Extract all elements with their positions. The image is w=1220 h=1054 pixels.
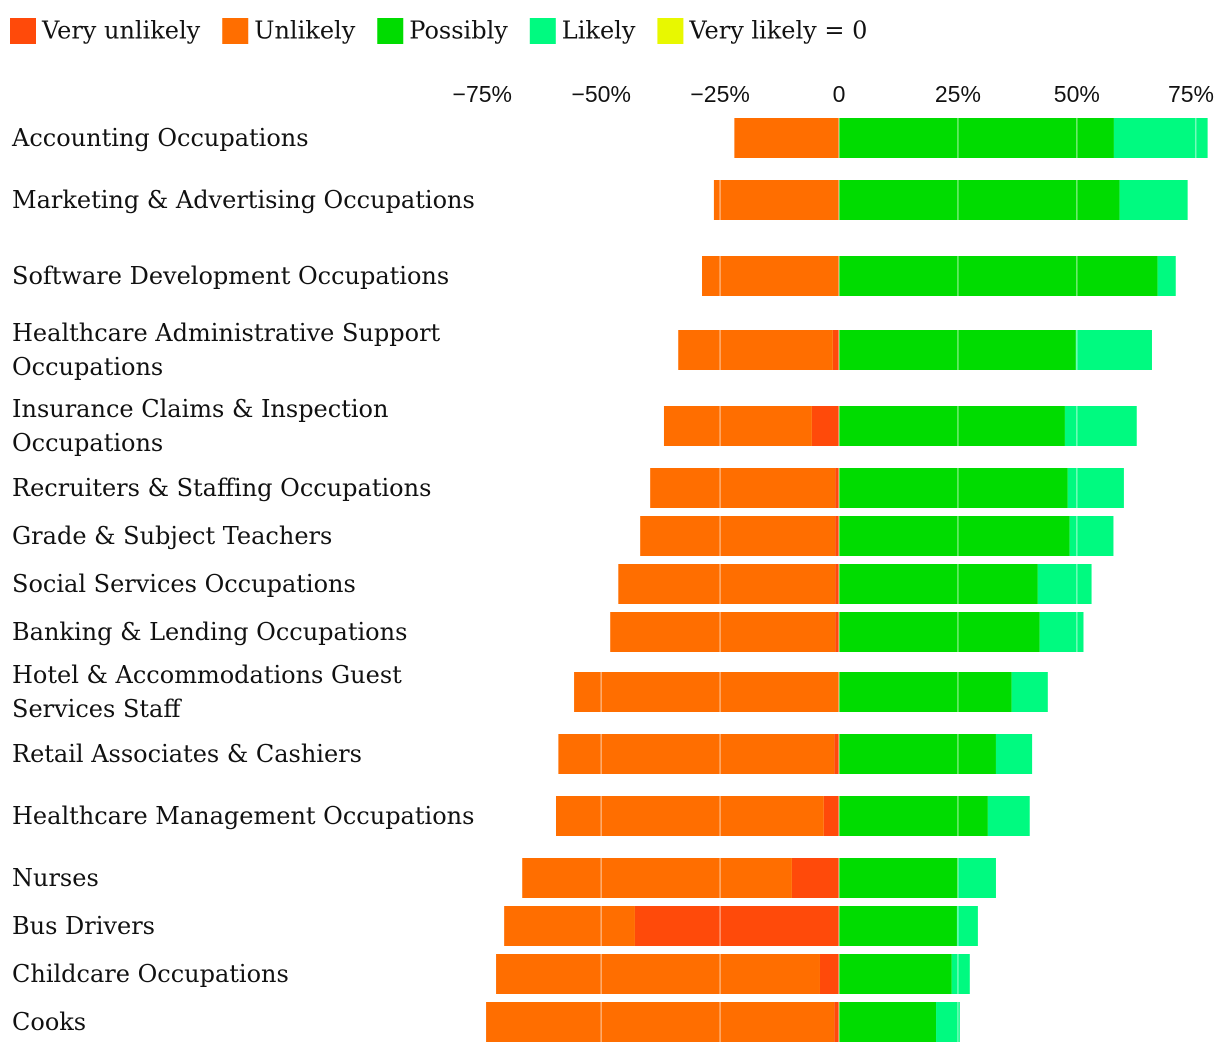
category-label: Social Services Occupations	[12, 570, 356, 598]
bar-segment	[835, 564, 839, 604]
bar-segment	[496, 954, 820, 994]
category-label: Hotel & Accommodations Guest Services St…	[12, 661, 402, 723]
bar-segment	[839, 906, 957, 946]
category-label: Childcare Occupations	[12, 960, 289, 988]
bar-segment	[839, 256, 1158, 296]
category-label: Cooks	[12, 1008, 87, 1036]
bar-segment	[713, 180, 839, 220]
bar-segment	[1064, 406, 1137, 446]
bar-segment	[650, 468, 836, 508]
bar-segment	[1039, 612, 1084, 652]
bar-segment	[832, 330, 839, 370]
bar-segment	[734, 118, 839, 158]
bar-segment	[678, 330, 833, 370]
bar-segment	[839, 612, 1040, 652]
legend-swatch	[10, 18, 36, 44]
bar-segment	[1157, 256, 1176, 296]
category-label: Retail Associates & Cashiers	[12, 740, 362, 768]
bar-segment	[957, 858, 996, 898]
bar-segment	[839, 516, 1070, 556]
bar-segment	[819, 954, 839, 994]
bar-segment	[835, 468, 839, 508]
x-tick-label: −25%	[690, 81, 749, 107]
legend-label: Very unlikely	[41, 17, 201, 45]
legend-label: Likely	[562, 17, 636, 45]
bar-segment	[811, 406, 839, 446]
legend-label: Possibly	[409, 17, 508, 45]
bar-segment	[995, 734, 1033, 774]
bar-segment	[574, 672, 839, 712]
bar-segment	[486, 1002, 835, 1042]
category-label: Insurance Claims & Inspection Occupation…	[12, 395, 389, 457]
legend-label: Very likely = 0	[688, 17, 867, 45]
bar-segment	[823, 796, 839, 836]
bar-segment	[640, 516, 836, 556]
category-label: Recruiters & Staffing Occupations	[12, 474, 432, 502]
x-tick-label: 50%	[1054, 81, 1100, 107]
legend-swatch	[222, 18, 249, 44]
category-label: Software Development Occupations	[12, 262, 450, 290]
bar-segment	[555, 796, 824, 836]
bar-segment	[1119, 180, 1188, 220]
bar-segment	[839, 118, 1114, 158]
category-label: Marketing & Advertising Occupations	[12, 186, 475, 214]
bar-segment	[504, 906, 635, 946]
bar-segment	[839, 564, 1038, 604]
category-label: Banking & Lending Occupations	[12, 618, 408, 646]
category-label: Bus Drivers	[12, 912, 155, 940]
legend-swatch	[657, 18, 684, 44]
bar-segment	[663, 406, 812, 446]
bar-segment	[1069, 516, 1114, 556]
bar-segment	[834, 1002, 839, 1042]
category-label: Healthcare Administrative Support Occupa…	[12, 319, 441, 381]
category-label: Healthcare Management Occupations	[12, 802, 475, 830]
bar-segment	[558, 734, 835, 774]
bar-segment	[839, 734, 996, 774]
category-label: Nurses	[12, 864, 99, 892]
bar-segment	[839, 330, 1076, 370]
bar-segment	[1011, 672, 1048, 712]
bar-segment	[839, 954, 952, 994]
bar-segment	[618, 564, 836, 604]
bar-segment	[1113, 118, 1208, 158]
bar-segment	[834, 734, 839, 774]
bar-segment	[839, 180, 1120, 220]
bar-segment	[702, 256, 839, 296]
x-tick-label: 25%	[935, 81, 981, 107]
bar-segment	[610, 612, 836, 652]
bar-segment	[839, 1002, 937, 1042]
bar-segment	[839, 672, 1012, 712]
bar-segment	[634, 906, 839, 946]
bar-segment	[839, 468, 1068, 508]
x-tick-label: 0	[833, 81, 846, 107]
bar-segment	[1037, 564, 1092, 604]
category-label: Accounting Occupations	[12, 124, 309, 152]
bar-segment	[522, 858, 792, 898]
bar-segment	[1067, 468, 1124, 508]
bar-segment	[951, 954, 970, 994]
bar-segment	[791, 858, 839, 898]
bar-segment	[835, 516, 839, 556]
bar-segment	[839, 858, 958, 898]
legend-label: Unlikely	[254, 17, 355, 45]
bar-segment	[839, 406, 1065, 446]
x-tick-label: −50%	[571, 81, 630, 107]
bar-segment	[839, 796, 988, 836]
category-label: Grade & Subject Teachers	[12, 522, 333, 550]
bar-segment	[835, 612, 839, 652]
legend-swatch	[377, 18, 404, 44]
bar-segment	[987, 796, 1030, 836]
bar-segment	[936, 1002, 960, 1042]
x-tick-label: −75%	[453, 81, 512, 107]
bar-segment	[1075, 330, 1152, 370]
bar-segment	[956, 906, 978, 946]
legend-swatch	[529, 18, 556, 44]
x-tick-label: 75%	[1168, 81, 1214, 107]
